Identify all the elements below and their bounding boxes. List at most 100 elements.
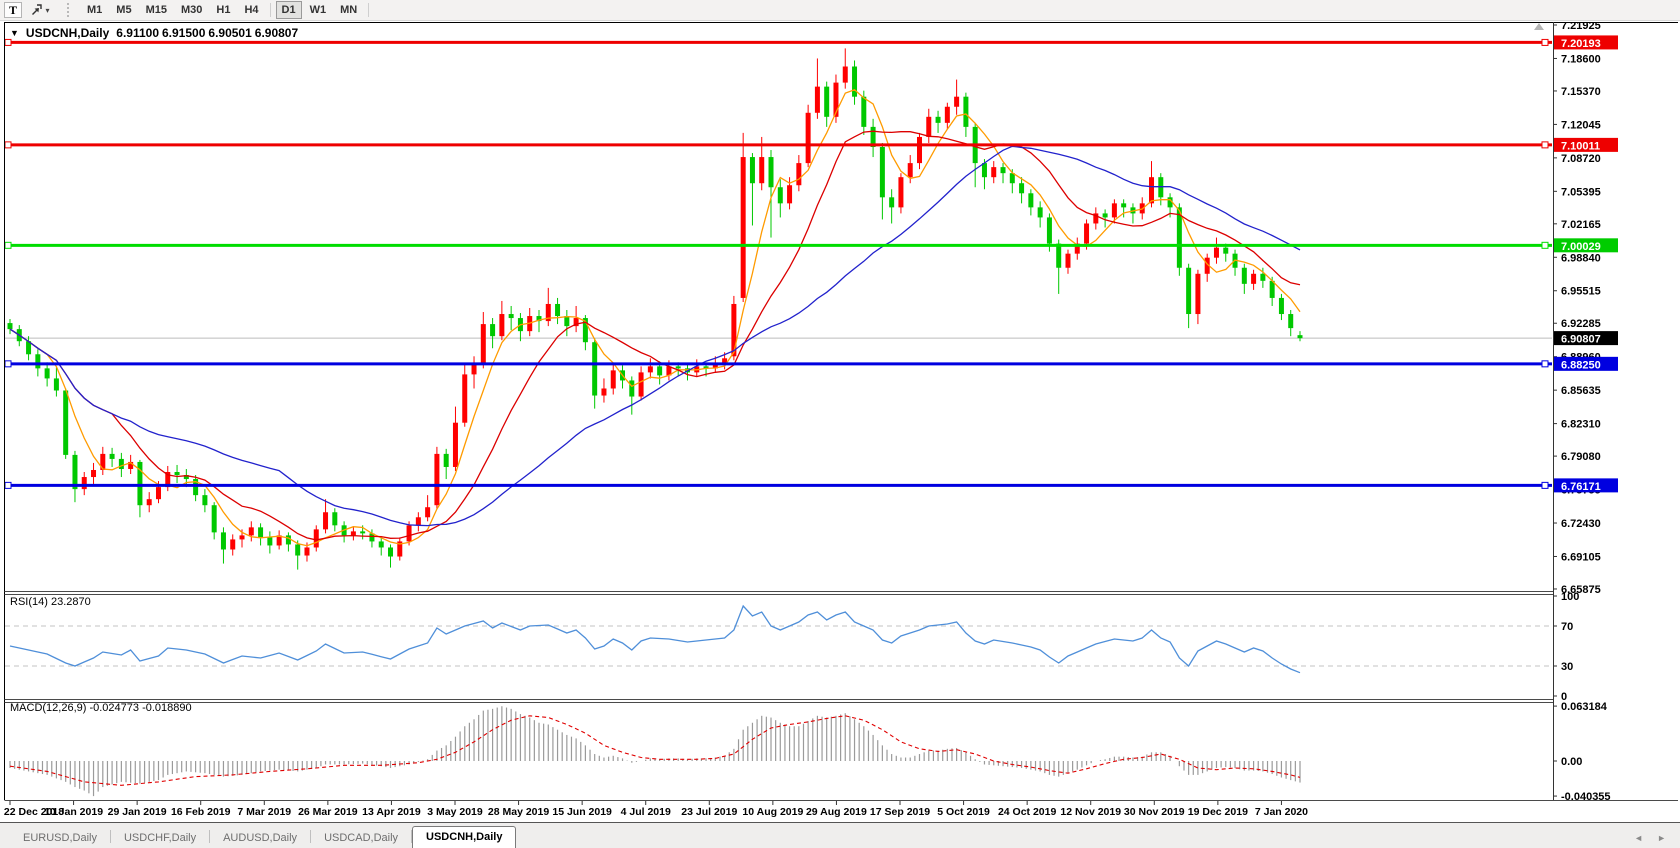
price-badge-bg (1554, 356, 1618, 371)
price-badge-bg (1554, 331, 1618, 346)
hline-handle[interactable] (1541, 38, 1549, 46)
timeframe-h1-button[interactable]: H1 (216, 4, 231, 16)
date-axis-label[interactable]: 30 Nov 2019 (1124, 806, 1185, 818)
chart-tabs: EURUSD,Daily USDCHF,Daily AUDUSD,Daily USDC… (10, 825, 517, 848)
date-axis-label[interactable]: 16 Feb 2019 (171, 806, 231, 818)
candle (332, 508, 338, 532)
candle (462, 364, 468, 427)
date-axis-label[interactable]: 7 Jan 2020 (1255, 806, 1308, 818)
tab-audusd-daily[interactable]: AUDUSD,Daily (223, 832, 298, 844)
candle (1028, 189, 1034, 216)
candle (1121, 199, 1127, 218)
date-axis-label[interactable]: 28 May 2019 (488, 806, 549, 818)
timeframe-w1-button[interactable]: W1 (309, 4, 327, 16)
tab-usdcnh-daily[interactable]: USDCNH,Daily (412, 826, 517, 848)
arrow-objects-tool-button[interactable]: ▾ (24, 1, 56, 19)
timeframe-m15-button[interactable]: M15 (145, 4, 167, 16)
date-axis-label[interactable]: 24 Oct 2019 (998, 806, 1057, 818)
timeframe-h4-button[interactable]: H4 (244, 4, 259, 16)
candle (1176, 203, 1182, 276)
date-axis-label[interactable]: 10 Aug 2019 (742, 806, 803, 818)
candle (26, 336, 32, 361)
candle (313, 525, 319, 552)
candle-body (657, 366, 663, 376)
hline-handle[interactable] (5, 481, 12, 489)
text-label-tool-button[interactable]: T (4, 2, 22, 18)
collapse-triangle-icon[interactable]: ▼ (10, 28, 19, 38)
candle (1065, 249, 1071, 274)
date-axis-label[interactable]: 4 Jul 2019 (621, 806, 671, 818)
price-axis-tick-label: 6.69105 (1561, 551, 1601, 563)
candle (592, 338, 598, 409)
date-axis-label[interactable]: 23 Jul 2019 (681, 806, 737, 818)
candle-body (638, 372, 644, 397)
candle (564, 310, 570, 337)
tab-eurusd-daily[interactable]: EURUSD,Daily (23, 832, 97, 844)
timeframe-mn-button[interactable]: MN (340, 4, 358, 16)
date-axis-label[interactable]: 15 Jun 2019 (552, 806, 612, 818)
date-axis-label[interactable]: 22 Dec 2018 (4, 806, 64, 818)
candle (44, 362, 50, 387)
candle-body (852, 66, 858, 97)
candle (118, 452, 124, 478)
candle-body (397, 541, 403, 557)
date-axis-label[interactable]: 5 Oct 2019 (937, 806, 990, 818)
hline-handle[interactable] (5, 38, 12, 46)
macd-signal-line (9, 715, 1301, 786)
hline-handle[interactable] (1541, 141, 1549, 149)
date-axis-label[interactable]: 7 Mar 2019 (237, 806, 291, 818)
hline-handle[interactable] (1541, 360, 1549, 368)
candle (814, 58, 820, 119)
timeframe-m1-button[interactable]: M1 (87, 4, 103, 16)
date-axis-label[interactable]: 12 Nov 2019 (1060, 806, 1121, 818)
tab-scroll-arrows: ◄ ► (1634, 833, 1666, 843)
hline-handle[interactable] (1541, 241, 1549, 249)
candle-body (1241, 267, 1247, 284)
tabs-scroll-right-button[interactable]: ► (1657, 833, 1666, 843)
timeframe-d1-button[interactable]: D1 (275, 1, 302, 19)
rsi-line (9, 604, 1301, 674)
tab-usdchf-daily[interactable]: USDCHF,Daily (123, 832, 197, 844)
candle-body (471, 364, 477, 375)
date-axis-label[interactable]: 13 Apr 2019 (362, 806, 421, 818)
candle (443, 448, 449, 480)
chart-canvas[interactable]: 7.21925 7.18600 7.15370 7.12045 7.08720 7.053… (0, 22, 1680, 848)
hline-handle[interactable] (1541, 481, 1549, 489)
candle-body (425, 507, 431, 518)
candle-body (1084, 223, 1090, 244)
date-axis-label[interactable]: 26 Mar 2019 (298, 806, 358, 818)
tab-usdcad-daily[interactable]: USDCAD,Daily (324, 832, 399, 844)
date-axis-label[interactable]: 19 Dec 2019 (1188, 806, 1248, 818)
candle-body (1037, 207, 1043, 218)
candle-body (1251, 273, 1257, 284)
candle-body (666, 366, 672, 376)
hline-handle[interactable] (5, 360, 12, 368)
date-axis-label[interactable]: 10 Jan 2019 (44, 806, 103, 818)
candle-body (276, 535, 282, 546)
candle (295, 540, 301, 570)
date-axis-label[interactable]: 17 Sep 2019 (870, 806, 930, 818)
candle-body (824, 86, 830, 117)
price-badge-text: 6.90807 (1561, 334, 1601, 346)
candle-body (480, 324, 486, 365)
date-axis-label[interactable]: 3 May 2019 (427, 806, 483, 818)
candle (870, 118, 876, 158)
candle-body (193, 479, 199, 496)
timeframe-m5-button[interactable]: M5 (116, 4, 132, 16)
candle-body (378, 541, 384, 548)
candle (508, 305, 514, 331)
candle-body (647, 366, 653, 373)
toolbar-grip[interactable] (67, 3, 74, 17)
tabs-scroll-left-button[interactable]: ◄ (1634, 833, 1644, 843)
candle (926, 108, 932, 143)
date-axis-label[interactable]: 29 Jan 2019 (108, 806, 167, 818)
candle-body (907, 163, 913, 178)
timeframe-m30-button[interactable]: M30 (180, 4, 203, 16)
hline-handle[interactable] (5, 241, 12, 249)
hline-handle[interactable] (5, 141, 12, 149)
candle-body (1121, 203, 1127, 208)
candle (7, 319, 13, 335)
date-axis-label[interactable]: 29 Aug 2019 (806, 806, 867, 818)
price-badge-bg (1554, 35, 1618, 50)
candle-body (722, 358, 728, 365)
